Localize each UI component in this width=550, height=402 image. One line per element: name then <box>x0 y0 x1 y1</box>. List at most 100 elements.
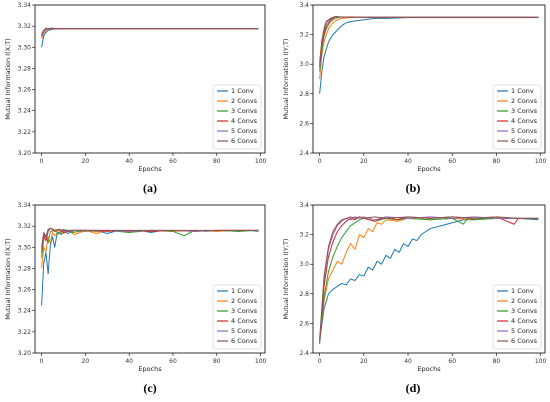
y-tick-label: 3.24 <box>18 108 32 115</box>
legend-label-3: 3 Convs <box>231 107 258 115</box>
legend-label-1: 1 Conv <box>231 287 254 295</box>
panel-caption: (b) <box>406 181 421 195</box>
x-tick-label: 60 <box>448 158 456 165</box>
series-line-3 <box>41 228 259 258</box>
chart-panel-b: 0 20 40 60 80 100 2.4 2.6 2.8 3.0 3.2 3.4 Epochs Mutu… <box>282 2 546 195</box>
panel-caption: (a) <box>143 181 157 195</box>
legend-label-2: 2 Convs <box>511 297 538 305</box>
legend-label-4: 4 Convs <box>231 317 258 325</box>
legend-label-5: 5 Convs <box>511 127 538 135</box>
plot-frame <box>34 4 266 154</box>
legend-label-1: 1 Conv <box>511 287 534 295</box>
y-axis-label: Mutual Information I(X;T) <box>4 38 12 120</box>
legend-label-3: 3 Convs <box>511 307 538 315</box>
x-tick-label: 0 <box>318 358 322 365</box>
series-line-1 <box>319 17 539 94</box>
y-tick-label: 3.32 <box>18 223 32 230</box>
series-line-3 <box>319 16 539 72</box>
y-tick-label: 3.20 <box>18 150 32 157</box>
y-tick-label: 2.8 <box>299 291 309 298</box>
x-tick-label: 0 <box>40 358 44 365</box>
y-tick-label: 2.4 <box>299 350 309 357</box>
y-tick-label: 3.22 <box>18 329 32 336</box>
legend-label-2: 2 Convs <box>511 97 538 105</box>
y-tick-label: 3.30 <box>18 44 32 51</box>
y-tick-label: 3.28 <box>18 265 32 272</box>
x-axis-label: Epochs <box>417 365 441 373</box>
x-tick-label: 100 <box>255 158 267 165</box>
x-tick-label: 60 <box>448 358 456 365</box>
y-tick-label: 3.2 <box>299 32 309 39</box>
legend-label-6: 6 Convs <box>231 337 258 345</box>
x-tick-label: 80 <box>493 158 501 165</box>
legend-label-4: 4 Convs <box>511 317 538 325</box>
x-tick-label: 100 <box>255 358 267 365</box>
y-tick-label: 3.34 <box>18 202 32 209</box>
y-tick-label: 3.0 <box>299 61 309 68</box>
y-tick-label: 3.2 <box>299 232 309 239</box>
x-tick-label: 80 <box>493 358 501 365</box>
series-line-2 <box>41 27 259 40</box>
y-tick-label: 2.8 <box>299 91 309 98</box>
legend-label-6: 6 Convs <box>511 137 538 145</box>
x-axis-label: Epochs <box>138 365 162 373</box>
legend-label-3: 3 Convs <box>231 307 258 315</box>
y-tick-label: 3.4 <box>299 202 309 209</box>
plot-frame <box>312 204 546 354</box>
plot-frame <box>34 204 266 354</box>
y-axis-label: Mutual Information I(Y;T) <box>282 238 290 319</box>
x-tick-label: 20 <box>360 358 368 365</box>
x-tick-label: 20 <box>360 158 368 165</box>
x-tick-label: 100 <box>535 358 547 365</box>
legend-label-5: 5 Convs <box>511 327 538 335</box>
legend-label-2: 2 Convs <box>231 297 258 305</box>
chart-panel-d: 0 20 40 60 80 100 2.4 2.6 2.8 3.0 3.2 3.4 Epochs Mutu… <box>282 202 546 395</box>
panel-caption: (d) <box>406 381 421 395</box>
series-line-2 <box>41 229 259 269</box>
legend-label-1: 1 Conv <box>511 87 534 95</box>
y-tick-label: 3.26 <box>18 87 32 94</box>
series-line-6 <box>319 16 539 63</box>
y-tick-label: 3.30 <box>18 244 32 251</box>
legend-label-6: 6 Convs <box>231 137 258 145</box>
series-line-5 <box>319 16 539 65</box>
x-tick-label: 80 <box>213 358 221 365</box>
x-axis-label: Epochs <box>417 165 441 173</box>
chart-panel-a: 0 20 40 60 80 100 3.20 3.22 3.24 3.26 3.28 3.30 3.32… <box>4 2 267 195</box>
y-tick-label: 2.4 <box>299 150 309 157</box>
legend-label-4: 4 Convs <box>231 117 258 125</box>
y-tick-label: 3.0 <box>299 261 309 268</box>
x-tick-label: 40 <box>404 158 412 165</box>
legend-label-5: 5 Convs <box>231 327 258 335</box>
series-line-3 <box>41 27 259 37</box>
series-line-6 <box>41 27 259 34</box>
legend-label-5: 5 Convs <box>231 127 258 135</box>
chart-panel-c: 0 20 40 60 80 100 3.20 3.22 3.24 3.26 3.28 3.30 3.32… <box>4 202 267 395</box>
y-axis-label: Mutual Information I(X;T) <box>4 238 12 320</box>
x-axis-label: Epochs <box>138 165 162 173</box>
plot-frame <box>312 4 546 154</box>
y-tick-label: 3.22 <box>18 129 32 136</box>
legend-label-6: 6 Convs <box>511 337 538 345</box>
legend-label-3: 3 Convs <box>511 107 538 115</box>
x-tick-label: 0 <box>318 158 322 165</box>
y-axis-label: Mutual Information I(Y;T) <box>282 38 290 119</box>
y-tick-label: 3.26 <box>18 287 32 294</box>
x-tick-label: 40 <box>125 358 133 365</box>
series-line-1 <box>41 28 259 48</box>
x-tick-label: 40 <box>125 158 133 165</box>
series-line-6 <box>41 227 259 248</box>
x-tick-label: 60 <box>169 158 177 165</box>
y-tick-label: 2.6 <box>299 320 309 327</box>
x-tick-label: 20 <box>82 158 90 165</box>
legend-label-2: 2 Convs <box>231 97 258 105</box>
legend-label-1: 1 Conv <box>231 87 254 95</box>
y-tick-label: 3.24 <box>18 308 32 315</box>
x-tick-label: 100 <box>535 158 547 165</box>
x-tick-label: 60 <box>169 358 177 365</box>
x-tick-label: 40 <box>404 358 412 365</box>
x-tick-label: 0 <box>40 158 44 165</box>
series-line-6 <box>319 216 539 340</box>
panel-caption: (c) <box>143 381 156 395</box>
